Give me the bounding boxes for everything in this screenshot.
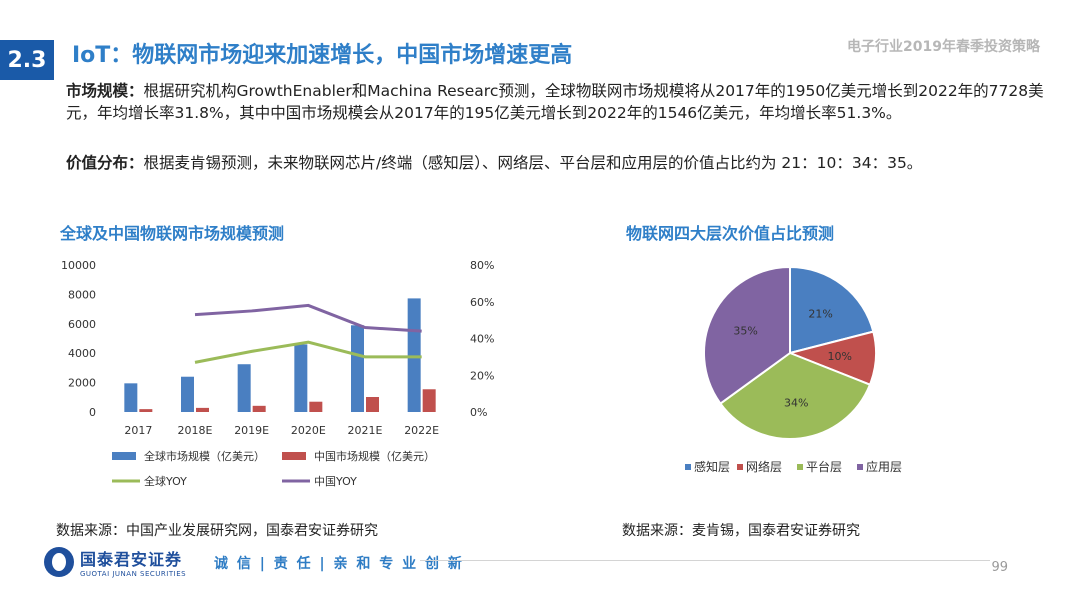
market-size-text: 根据研究机构GrowthEnabler和Machina Researc预测，全球… <box>66 82 1044 122</box>
page-number: 99 <box>991 560 1008 575</box>
pie-chart-title: 物联网四大层次价值占比预测 <box>626 224 835 243</box>
pie-data-label: 10% <box>828 350 852 363</box>
y-right-tick-label: 80% <box>470 259 494 272</box>
pie-legend-label: 感知层 <box>694 459 730 474</box>
bar-china <box>196 407 209 412</box>
x-tick-label: 2022E <box>404 424 439 437</box>
pie-data-label: 35% <box>733 324 757 337</box>
bar-chart-title: 全球及中国物联网市场规模预测 <box>60 224 285 243</box>
y-left-tick-label: 10000 <box>61 259 96 272</box>
bar-china <box>422 389 436 412</box>
value-distribution-text: 根据麦肯锡预测，未来物联网芯片/终端（感知层）、网络层、平台层和应用层的价值占比… <box>143 154 923 172</box>
y-left-tick-label: 4000 <box>68 347 96 360</box>
x-tick-label: 2020E <box>291 424 326 437</box>
y-right-tick-label: 20% <box>470 369 494 382</box>
pie-slice-感知层 <box>789 265 875 355</box>
bar-global <box>124 383 138 412</box>
page-title: IoT：物联网市场迎来加速增长，中国市场增速更高 <box>72 43 573 68</box>
company-name-en: GUOTAI JUNAN SECURITIES <box>80 570 187 578</box>
bar-global <box>294 344 308 412</box>
value-distribution-paragraph: 价值分布：根据麦肯锡预测，未来物联网芯片/终端（感知层）、网络层、平台层和应用层… <box>66 152 1046 174</box>
y-left-tick-label: 0 <box>89 406 96 419</box>
bar-global <box>237 364 251 412</box>
x-tick-label: 2019E <box>234 424 269 437</box>
company-logo-icon <box>44 547 74 577</box>
pie-slice-平台层 <box>719 351 872 440</box>
source-note-left: 数据来源：中国产业发展研究网，国泰君安证券研究 <box>56 523 378 539</box>
pie-legend-swatch <box>685 464 691 470</box>
market-size-paragraph: 市场规模：根据研究机构GrowthEnabler和Machina Researc… <box>66 80 1046 124</box>
pie-legend-label: 网络层 <box>746 459 782 474</box>
y-left-tick-label: 8000 <box>68 288 96 301</box>
x-tick-label: 2017 <box>124 424 152 437</box>
bar-global <box>351 325 364 412</box>
bar-china <box>309 401 323 412</box>
value-share-pie-chart: 21% 10% 34% 35% 感知层 网络层 平台层 应用层 <box>685 265 902 474</box>
company-name-cn: 国泰君安证券 <box>80 550 183 569</box>
x-tick-label: 2018E <box>178 424 213 437</box>
pie-legend-swatch <box>737 464 743 470</box>
source-note-right: 数据来源：麦肯锡，国泰君安证券研究 <box>622 523 860 539</box>
section-number-badge: 2.3 <box>0 40 54 80</box>
bar-global <box>181 376 194 412</box>
legend-label: 中国YOY <box>314 475 357 488</box>
bar-global <box>407 298 421 412</box>
pie-data-label: 34% <box>784 396 808 409</box>
bar-china <box>366 397 379 412</box>
legend-label: 全球YOY <box>144 474 187 488</box>
x-tick-label: 2021E <box>348 424 383 437</box>
line-global-yoy <box>194 340 422 364</box>
legend-label: 全球市场规模（亿美元） <box>144 449 265 463</box>
line-china-yoy <box>194 303 422 333</box>
pie-legend-swatch <box>797 464 803 470</box>
legend-swatch <box>112 452 136 460</box>
pie-legend-label: 应用层 <box>866 459 902 474</box>
pie-legend-label: 平台层 <box>806 459 842 474</box>
legend-swatch <box>282 452 306 460</box>
pie-slice-应用层 <box>703 265 791 405</box>
company-logo: 国泰君安证券 GUOTAI JUNAN SECURITIES <box>44 546 186 578</box>
pie-data-label: 21% <box>808 308 832 321</box>
legend-label: 中国市场规模（亿美元） <box>314 449 435 463</box>
y-right-tick-label: 0% <box>470 406 487 419</box>
market-size-label: 市场规模： <box>66 82 144 100</box>
y-left-tick-label: 6000 <box>68 318 96 331</box>
bar-china <box>139 409 153 412</box>
pie-legend-swatch <box>857 464 863 470</box>
y-right-tick-label: 40% <box>470 333 494 346</box>
company-slogan: 诚 信 | 责 任 | 亲 和 专 业 创 新 <box>214 556 464 572</box>
market-size-chart: 0 2000 4000 6000 8000 10000 0% 20% 40% 60% 80% 2017… <box>61 259 494 488</box>
y-right-tick-label: 60% <box>470 296 494 309</box>
y-left-tick-label: 2000 <box>68 377 96 390</box>
bar-china <box>252 405 266 412</box>
footer-divider <box>420 560 990 561</box>
report-name: 电子行业2019年春季投资策略 <box>847 39 1040 55</box>
value-distribution-label: 价值分布： <box>66 154 144 172</box>
